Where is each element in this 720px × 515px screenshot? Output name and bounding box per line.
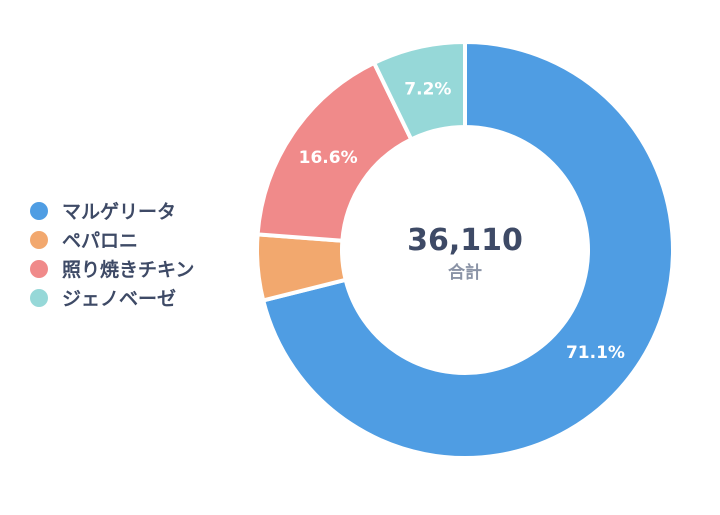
center-label: 合計: [448, 262, 482, 283]
legend-label: マルゲリータ: [62, 201, 177, 223]
legend-item[interactable]: マルゲリータ: [30, 196, 194, 225]
legend-swatch: [30, 230, 48, 249]
legend-swatch: [30, 201, 48, 220]
legend-item[interactable]: 照り焼きチキン: [30, 254, 194, 283]
legend-item[interactable]: ペパロニ: [30, 225, 194, 254]
slice[interactable]: [371, 39, 467, 143]
data-label: 7.2%: [404, 80, 451, 100]
center-total: 36,110: [407, 223, 523, 258]
legend-swatch: [30, 288, 48, 307]
legend-label: ペパロニ: [62, 230, 139, 252]
data-label: 71.1%: [566, 343, 625, 363]
legend: マルゲリータ ペパロニ照り焼きチキン ジェノベーゼ: [30, 196, 194, 312]
legend-swatch: [30, 259, 48, 278]
legend-label: 照り焼きチキン: [62, 259, 195, 281]
slice[interactable]: [260, 39, 675, 460]
legend-label: ジェノベーゼ: [62, 288, 177, 310]
data-label: 16.6%: [299, 148, 358, 168]
legend-item[interactable]: ジェノベーゼ: [30, 283, 194, 312]
slice[interactable]: [255, 60, 414, 243]
